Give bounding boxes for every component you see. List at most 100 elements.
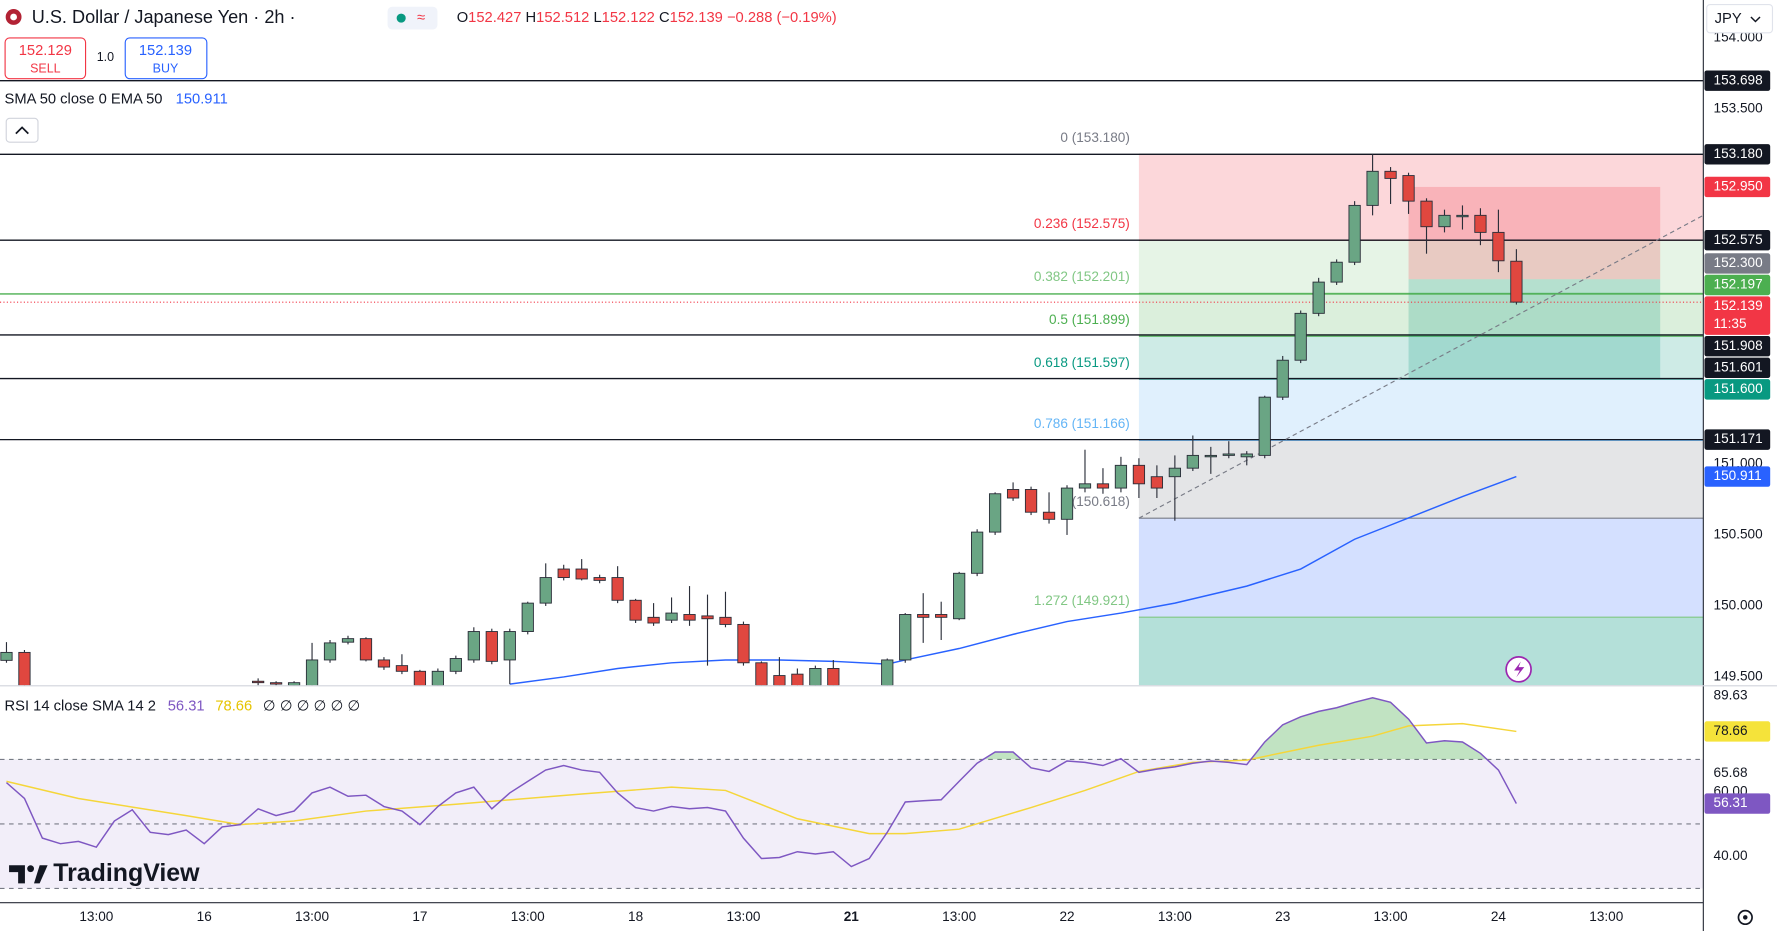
ohlc-label: O [457,10,468,26]
sell-price: 152.129 [19,43,72,59]
price-label: 151.601 [1714,359,1763,374]
candle-body [467,631,480,661]
header: U.S. Dollar / Japanese Yen · 2h · ≈ O152… [4,3,1774,926]
ohlc-label: L [593,10,601,26]
settings-icon-center [1743,915,1748,920]
candle-body [1456,214,1469,218]
y-tick-label: 150.500 [1714,527,1764,542]
fib-band [1138,518,1704,618]
dropdown-icon [1750,16,1761,23]
price-label-box [1704,253,1771,274]
buy-label: BUY [153,61,179,75]
sell-button[interactable] [4,37,87,80]
position-target [1408,279,1661,379]
candle-body [1294,312,1307,361]
status-pill[interactable] [387,6,438,30]
price-label: 151.600 [1714,381,1764,396]
x-tick-label: 18 [628,909,643,924]
buy-button[interactable] [124,37,208,80]
settings-icon[interactable] [1737,909,1753,926]
price-label: 56.31 [1714,795,1748,810]
candle-body [1024,489,1038,513]
ohlc-label: H [526,10,537,26]
candle-body [539,577,552,604]
spread: 1.0 [97,50,114,64]
price-label-box [1704,793,1771,814]
price-label: 153.180 [1714,146,1764,161]
candle-body [0,651,13,661]
change: −0.288 (−0.19%) [727,10,837,26]
main-pane: 0 (153.180) 0.236 (152.575) 0.382 (152.201… [0,80,1704,686]
currency-button[interactable] [1706,3,1774,34]
market-open-dot [396,13,406,23]
candle-body [1168,467,1181,478]
candle-body [899,614,912,661]
price-label-box [1704,70,1771,91]
candle-body [485,631,498,662]
candle-body [629,599,642,621]
ohlc-value: 152.512 [536,10,589,26]
candle-body [287,682,301,686]
price-label-box [1704,230,1771,251]
candle-body [1276,359,1289,398]
fib-label: 0.382 (152.201) [1034,269,1130,284]
brand: TradingView [53,859,200,887]
collapse-button[interactable] [5,117,39,143]
candle-body [1186,454,1199,469]
x-tick-label: 13:00 [1589,909,1623,924]
candle-body [1240,453,1253,458]
candle-body [377,659,391,668]
candle-body [827,668,840,686]
candle-body [1330,261,1343,283]
brand-logo: TradingView [9,859,200,887]
ema-line [509,475,1517,685]
candle-body [1258,396,1271,456]
position-stop [1408,186,1661,280]
candle-body [323,642,337,661]
y-tick-label: 150.000 [1714,598,1764,613]
candle-body [1204,454,1217,458]
candle-body [1222,453,1235,456]
candle-body [395,665,409,672]
logo-mark [9,865,25,884]
candle-body [449,658,462,672]
ohlc-label: C [659,10,670,26]
candle-body [431,670,444,686]
candle-body [917,614,930,618]
x-tick-label: 13:00 [726,909,760,924]
indicator-title: SMA 50 close 0 EMA 50 [5,92,163,108]
candle-body [755,662,768,686]
price-label: 152.197 [1714,277,1763,292]
rsi-pane [0,697,1704,890]
candle-body [791,673,804,686]
candle-body [988,493,1002,533]
candle-body [935,614,948,618]
price-label-box [1704,429,1771,450]
candle-body [305,659,319,686]
price-label-box [1704,357,1771,379]
candle-body [683,614,696,621]
axis-labels: 13:00 16 13:00 17 13:00 18 13:00 21 13:00 22 13:00… [79,29,1771,924]
price-label-box [1704,721,1771,742]
candle-body [773,675,786,686]
trend-line [1138,214,1704,519]
candle-body [1510,260,1523,303]
price-label: 151.171 [1714,431,1763,446]
flag-icon-inner [10,13,17,21]
logo-mark [33,865,48,884]
x-tick-label: 13:00 [1374,909,1408,924]
rsi-value: 56.31 [168,699,205,715]
y-tick-label: 153.500 [1714,100,1764,115]
candle-body [359,638,373,661]
price-label-box [1704,379,1771,400]
time-axis-bg [0,902,1704,931]
candle-body [557,568,570,579]
fib-band [1138,293,1704,337]
fib-band [1138,440,1704,519]
price-label-box [1704,274,1771,296]
candle-body [809,668,822,686]
candle-body [269,682,283,685]
rsi-line [5,697,1517,868]
ohlc: O152.427 H152.512 L152.122 C152.139 −0.2… [457,10,837,26]
